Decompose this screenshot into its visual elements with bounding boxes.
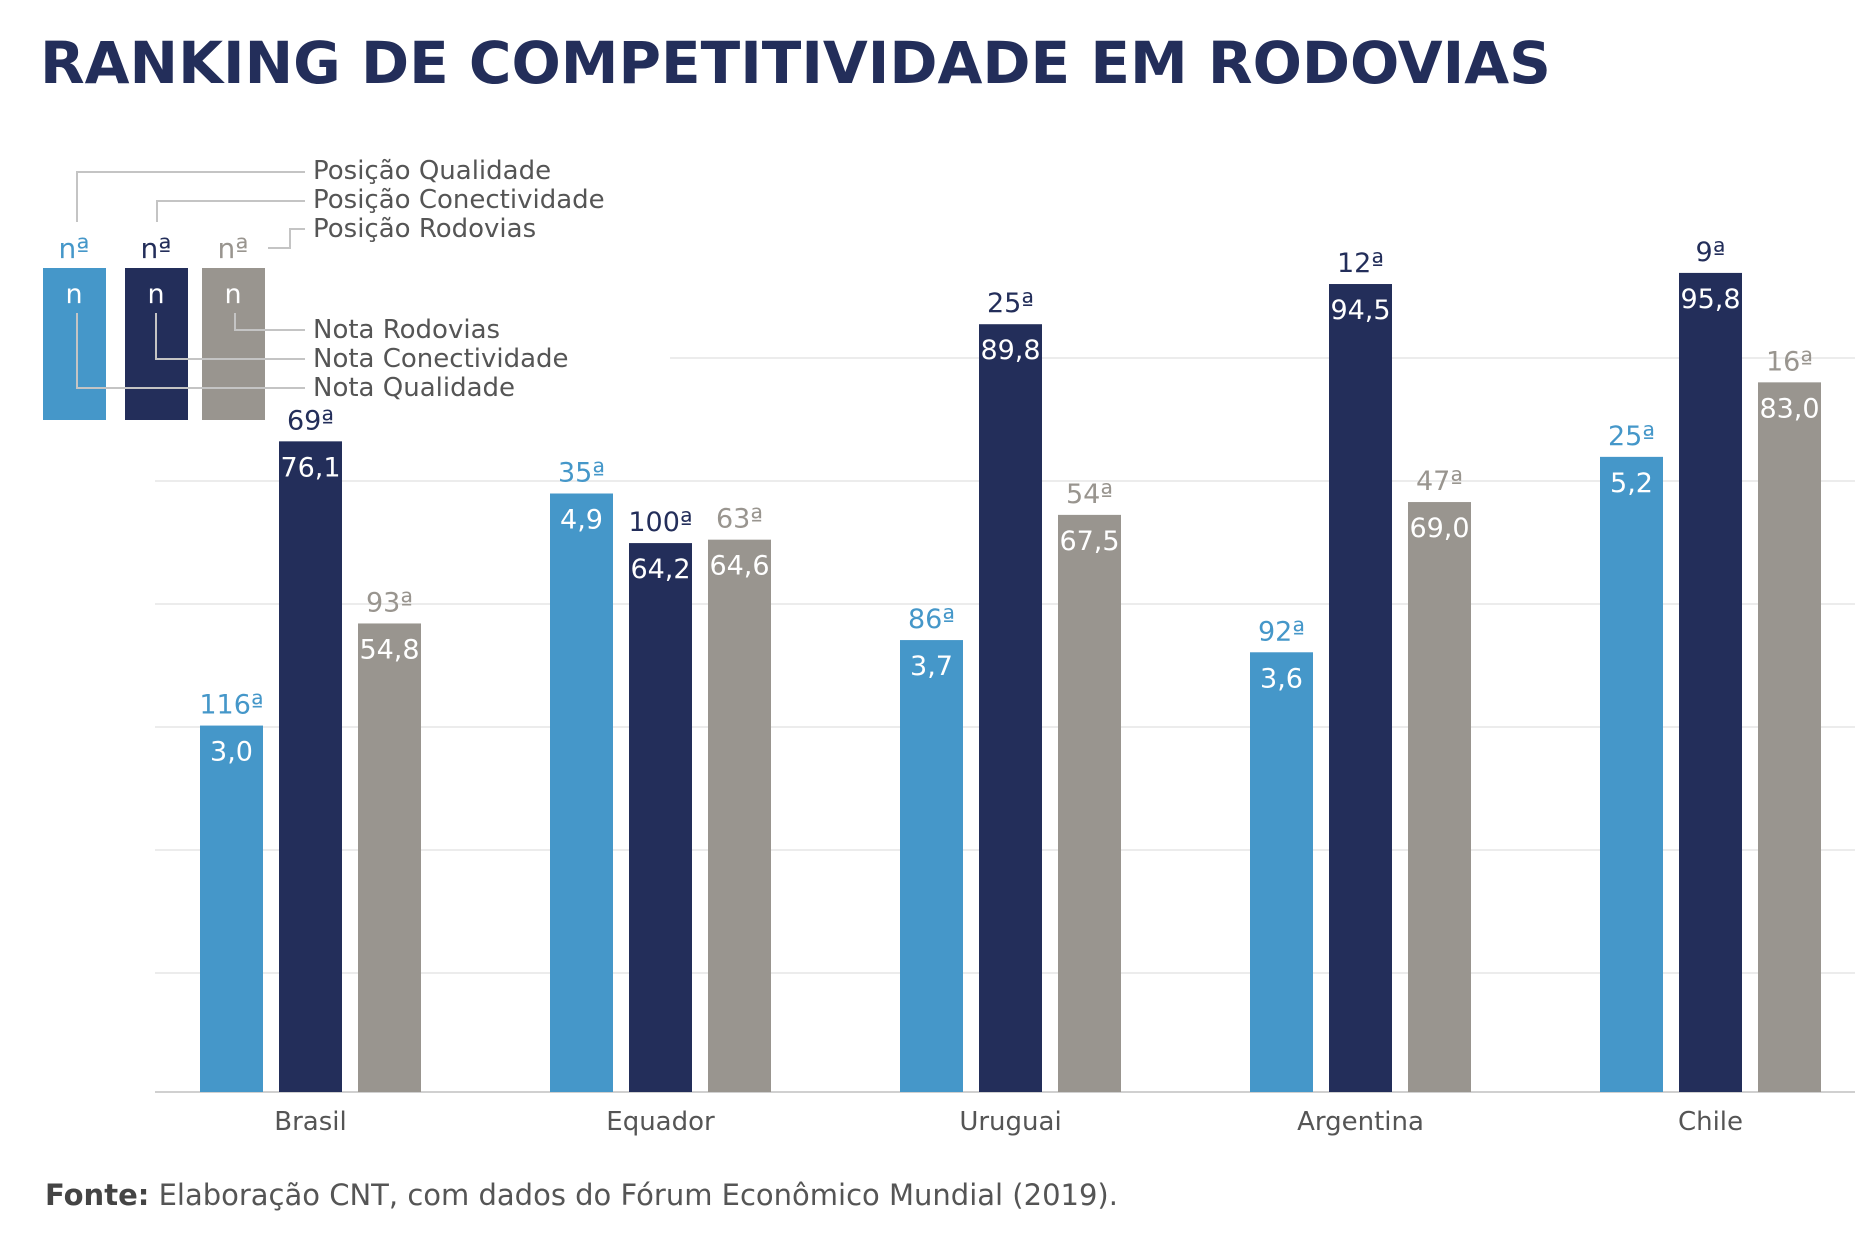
rank-label: 16ª bbox=[1766, 346, 1813, 377]
bar-value-label: 64,6 bbox=[709, 551, 769, 582]
category-labels: Brasil Equador Uruguai Argentina Chile bbox=[274, 1107, 1743, 1137]
bar-value-label: 76,1 bbox=[280, 452, 340, 483]
category-label: Uruguai bbox=[959, 1107, 1061, 1137]
rank-label: 54ª bbox=[1066, 479, 1113, 510]
bar-value-label: 64,2 bbox=[630, 554, 690, 585]
legend-position-label: Posição Rodovias bbox=[313, 214, 536, 244]
bar-conectividade-equador bbox=[629, 543, 692, 1092]
rank-label: 25ª bbox=[1608, 421, 1655, 452]
bar-value-label: 4,9 bbox=[560, 505, 603, 536]
bar-value-label: 5,2 bbox=[1610, 468, 1653, 499]
legend-score-label: Nota Conectividade bbox=[313, 344, 569, 374]
bar-value-label: 83,0 bbox=[1759, 393, 1819, 424]
bar-value-label: 3,6 bbox=[1260, 663, 1303, 694]
bar-qualidade-equador bbox=[550, 493, 613, 1092]
chart-title: RANKING DE COMPETITIVIDADE EM RODOVIAS bbox=[40, 29, 1551, 97]
rank-label: 93ª bbox=[366, 587, 413, 618]
legend-position-label: Posição Qualidade bbox=[313, 156, 551, 186]
legend-connector bbox=[76, 313, 305, 389]
bar-value-label: 69,0 bbox=[1409, 513, 1469, 544]
rank-label: 12ª bbox=[1337, 248, 1384, 279]
legend-connector bbox=[76, 171, 305, 222]
bar-conectividade-uruguai bbox=[979, 324, 1042, 1093]
source-text: Elaboração CNT, com dados do Fórum Econô… bbox=[158, 1178, 1118, 1212]
legend-rank-symbol: nª bbox=[218, 232, 249, 265]
bar-conectividade-brasil bbox=[279, 441, 342, 1093]
category-label: Brasil bbox=[274, 1107, 346, 1137]
source-note: Fonte: Elaboração CNT, com dados do Fóru… bbox=[45, 1178, 1118, 1212]
legend-connector bbox=[234, 313, 305, 331]
legend-connector bbox=[156, 200, 305, 222]
legend-score-symbol: n bbox=[224, 279, 241, 310]
bar-rodovias-brasil bbox=[358, 623, 421, 1092]
bar-value-label: 95,8 bbox=[1680, 284, 1740, 315]
legend-score-label: Nota Qualidade bbox=[313, 373, 515, 403]
bar-value-label: 3,7 bbox=[910, 651, 953, 682]
rank-label: 100ª bbox=[628, 507, 692, 538]
rank-label: 86ª bbox=[908, 604, 955, 635]
bar-value-label: 54,8 bbox=[359, 634, 419, 665]
legend-position-label: Posição Conectividade bbox=[313, 185, 605, 215]
rank-label: 69ª bbox=[287, 405, 334, 436]
legend-rank-symbol: nª bbox=[141, 232, 172, 265]
bar-qualidade-brasil bbox=[200, 725, 263, 1092]
rank-label: 116ª bbox=[199, 690, 263, 721]
rank-label: 47ª bbox=[1416, 466, 1463, 497]
rank-label: 25ª bbox=[987, 288, 1034, 319]
legend-rank-symbol: nª bbox=[59, 232, 90, 265]
category-label: Equador bbox=[606, 1107, 715, 1137]
rank-label: 92ª bbox=[1258, 616, 1305, 647]
legend-connector bbox=[155, 313, 305, 360]
bar-rodovias-equador bbox=[708, 539, 771, 1092]
category-label: Chile bbox=[1678, 1107, 1743, 1137]
bar-conectividade-chile bbox=[1679, 272, 1742, 1092]
source-label: Fonte: bbox=[45, 1178, 150, 1212]
legend-score-symbol: n bbox=[65, 279, 82, 310]
bar-qualidade-chile bbox=[1600, 456, 1663, 1092]
legend-swatch-rodovias bbox=[202, 268, 265, 420]
category-label: Argentina bbox=[1297, 1107, 1424, 1137]
bar-rodovias-argentina bbox=[1408, 502, 1471, 1092]
legend-connector bbox=[268, 228, 305, 249]
bar-value-label: 94,5 bbox=[1330, 295, 1390, 326]
legend-score-label: Nota Rodovias bbox=[313, 315, 500, 345]
bar-qualidade-argentina bbox=[1250, 652, 1313, 1092]
rank-label: 9ª bbox=[1696, 237, 1726, 268]
bar-value-label: 67,5 bbox=[1059, 526, 1119, 557]
legend-swatch-qualidade bbox=[43, 268, 106, 420]
bar-value-label: 3,0 bbox=[210, 737, 253, 768]
bars: 3,0 116ª 76,1 69ª 54,8 93ª 4,9 35ª 64,2 100ª 64,6 6… bbox=[199, 237, 1821, 1093]
bar-qualidade-uruguai bbox=[900, 640, 963, 1092]
rank-label: 63ª bbox=[716, 504, 763, 535]
rank-label: 35ª bbox=[558, 458, 605, 489]
bar-rodovias-uruguai bbox=[1058, 514, 1121, 1092]
bar-conectividade-argentina bbox=[1329, 284, 1392, 1092]
legend-score-symbol: n bbox=[147, 279, 164, 310]
bar-value-label: 89,8 bbox=[980, 335, 1040, 366]
bar-rodovias-chile bbox=[1758, 382, 1821, 1093]
